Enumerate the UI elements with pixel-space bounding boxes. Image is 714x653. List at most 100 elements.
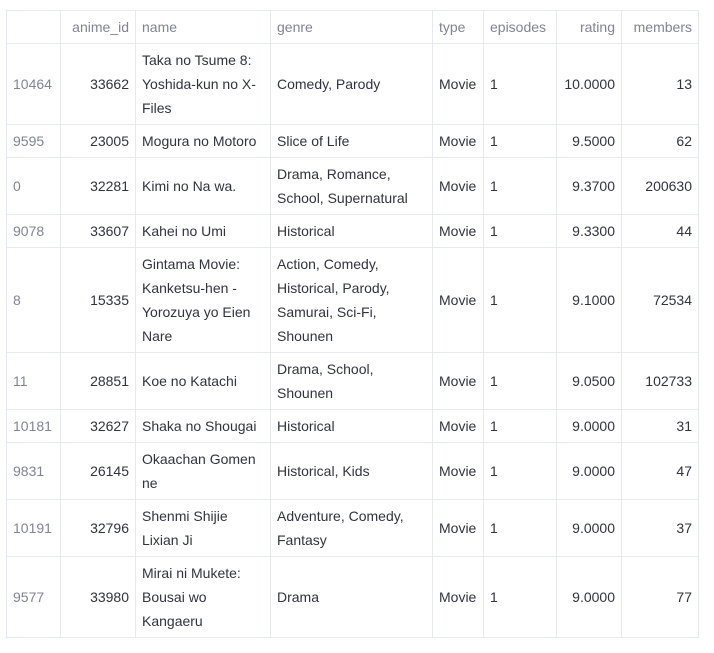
genre-cell[interactable]: Historical, Kids xyxy=(270,442,433,500)
name-cell[interactable]: Mirai ni Mukete: Bousai wo Kangaeru xyxy=(135,556,271,638)
anime-id-cell[interactable]: 33662 xyxy=(60,43,136,125)
name-cell[interactable]: Taka no Tsume 8: Yoshida-kun no X-Files xyxy=(135,43,271,125)
dataframe-table: anime_id name genre type episodes rating… xyxy=(6,10,699,638)
table-row: 10181 32627 Shaka no Shougai Historical Movi… xyxy=(6,409,699,443)
type-cell[interactable]: Movie xyxy=(432,43,484,125)
episodes-cell[interactable]: 1 xyxy=(483,43,557,125)
table-row: 0 32281 Kimi no Na wa. Drama, Romance, Scho… xyxy=(6,157,699,215)
episodes-cell[interactable]: 1 xyxy=(483,442,557,500)
episodes-cell[interactable]: 1 xyxy=(483,409,557,443)
name-cell[interactable]: Kahei no Umi xyxy=(135,214,271,248)
anime-id-cell[interactable]: 32627 xyxy=(60,409,136,443)
row-index[interactable]: 9595 xyxy=(6,124,61,158)
column-header-rating[interactable]: rating xyxy=(556,10,622,44)
genre-cell[interactable]: Drama xyxy=(270,556,433,638)
row-index[interactable]: 8 xyxy=(6,247,61,353)
type-cell[interactable]: Movie xyxy=(432,442,484,500)
table-row: 8 15335 Gintama Movie: Kanketsu-hen - Yoro… xyxy=(6,247,699,353)
rating-cell[interactable]: 9.0000 xyxy=(556,409,622,443)
members-cell[interactable]: 44 xyxy=(621,214,699,248)
row-index[interactable]: 9831 xyxy=(6,442,61,500)
anime-id-cell[interactable]: 33980 xyxy=(60,556,136,638)
genre-cell[interactable]: Action, Comedy, Historical, Parody, Samu… xyxy=(270,247,433,353)
name-cell[interactable]: Gintama Movie: Kanketsu-hen - Yorozuya y… xyxy=(135,247,271,353)
name-cell[interactable]: Shaka no Shougai xyxy=(135,409,271,443)
type-cell[interactable]: Movie xyxy=(432,214,484,248)
members-cell[interactable]: 102733 xyxy=(621,352,699,410)
row-index[interactable]: 10464 xyxy=(6,43,61,125)
name-cell[interactable]: Kimi no Na wa. xyxy=(135,157,271,215)
row-index[interactable]: 10181 xyxy=(6,409,61,443)
members-cell[interactable]: 77 xyxy=(621,556,699,638)
table-row: 10191 32796 Shenmi Shijie Lixian Ji Adventu… xyxy=(6,499,699,557)
genre-cell[interactable]: Drama, Romance, School, Supernatural xyxy=(270,157,433,215)
rating-cell[interactable]: 9.0500 xyxy=(556,352,622,410)
anime-id-cell[interactable]: 32796 xyxy=(60,499,136,557)
episodes-cell[interactable]: 1 xyxy=(483,214,557,248)
header-row: anime_id name genre type episodes rating… xyxy=(6,10,699,44)
rating-cell[interactable]: 9.0000 xyxy=(556,556,622,638)
rating-cell[interactable]: 10.0000 xyxy=(556,43,622,125)
members-cell[interactable]: 72534 xyxy=(621,247,699,353)
members-cell[interactable]: 62 xyxy=(621,124,699,158)
table-row: 10464 33662 Taka no Tsume 8: Yoshida-kun n… xyxy=(6,43,699,125)
type-cell[interactable]: Movie xyxy=(432,499,484,557)
episodes-cell[interactable]: 1 xyxy=(483,352,557,410)
rating-cell[interactable]: 9.3700 xyxy=(556,157,622,215)
row-index[interactable]: 9078 xyxy=(6,214,61,248)
row-index[interactable]: 11 xyxy=(6,352,61,410)
table-row: 9595 23005 Mogura no Motoro Slice of Life Mo… xyxy=(6,124,699,158)
rating-cell[interactable]: 9.0000 xyxy=(556,499,622,557)
type-cell[interactable]: Movie xyxy=(432,409,484,443)
column-header-episodes[interactable]: episodes xyxy=(483,10,557,44)
anime-id-cell[interactable]: 28851 xyxy=(60,352,136,410)
row-index[interactable]: 0 xyxy=(6,157,61,215)
members-cell[interactable]: 200630 xyxy=(621,157,699,215)
anime-id-cell[interactable]: 32281 xyxy=(60,157,136,215)
anime-id-cell[interactable]: 23005 xyxy=(60,124,136,158)
table-row: 9078 33607 Kahei no Umi Historical Movie 1 9.3… xyxy=(6,214,699,248)
genre-cell[interactable]: Adventure, Comedy, Fantasy xyxy=(270,499,433,557)
members-cell[interactable]: 13 xyxy=(621,43,699,125)
type-cell[interactable]: Movie xyxy=(432,247,484,353)
column-header-type[interactable]: type xyxy=(432,10,484,44)
table-row: 9577 33980 Mirai ni Mukete: Bousai wo Kang… xyxy=(6,556,699,638)
anime-id-cell[interactable]: 26145 xyxy=(60,442,136,500)
genre-cell[interactable]: Historical xyxy=(270,409,433,443)
rating-cell[interactable]: 9.3300 xyxy=(556,214,622,248)
episodes-cell[interactable]: 1 xyxy=(483,556,557,638)
genre-cell[interactable]: Drama, School, Shounen xyxy=(270,352,433,410)
name-cell[interactable]: Mogura no Motoro xyxy=(135,124,271,158)
genre-cell[interactable]: Slice of Life xyxy=(270,124,433,158)
column-header-name[interactable]: name xyxy=(135,10,271,44)
name-cell[interactable]: Shenmi Shijie Lixian Ji xyxy=(135,499,271,557)
episodes-cell[interactable]: 1 xyxy=(483,499,557,557)
episodes-cell[interactable]: 1 xyxy=(483,247,557,353)
rating-cell[interactable]: 9.5000 xyxy=(556,124,622,158)
type-cell[interactable]: Movie xyxy=(432,352,484,410)
rating-cell[interactable]: 9.1000 xyxy=(556,247,622,353)
genre-cell[interactable]: Historical xyxy=(270,214,433,248)
anime-id-cell[interactable]: 15335 xyxy=(60,247,136,353)
column-header-members[interactable]: members xyxy=(621,10,699,44)
column-header-index[interactable] xyxy=(6,10,61,44)
name-cell[interactable]: Koe no Katachi xyxy=(135,352,271,410)
episodes-cell[interactable]: 1 xyxy=(483,157,557,215)
column-header-genre[interactable]: genre xyxy=(270,10,433,44)
type-cell[interactable]: Movie xyxy=(432,157,484,215)
row-index[interactable]: 10191 xyxy=(6,499,61,557)
table-row: 11 28851 Koe no Katachi Drama, School, Shou… xyxy=(6,352,699,410)
table-row: 9831 26145 Okaachan Gomen ne Historical, Ki… xyxy=(6,442,699,500)
column-header-anime-id[interactable]: anime_id xyxy=(60,10,136,44)
anime-id-cell[interactable]: 33607 xyxy=(60,214,136,248)
type-cell[interactable]: Movie xyxy=(432,556,484,638)
members-cell[interactable]: 37 xyxy=(621,499,699,557)
episodes-cell[interactable]: 1 xyxy=(483,124,557,158)
type-cell[interactable]: Movie xyxy=(432,124,484,158)
rating-cell[interactable]: 9.0000 xyxy=(556,442,622,500)
members-cell[interactable]: 31 xyxy=(621,409,699,443)
members-cell[interactable]: 47 xyxy=(621,442,699,500)
name-cell[interactable]: Okaachan Gomen ne xyxy=(135,442,271,500)
row-index[interactable]: 9577 xyxy=(6,556,61,638)
genre-cell[interactable]: Comedy, Parody xyxy=(270,43,433,125)
